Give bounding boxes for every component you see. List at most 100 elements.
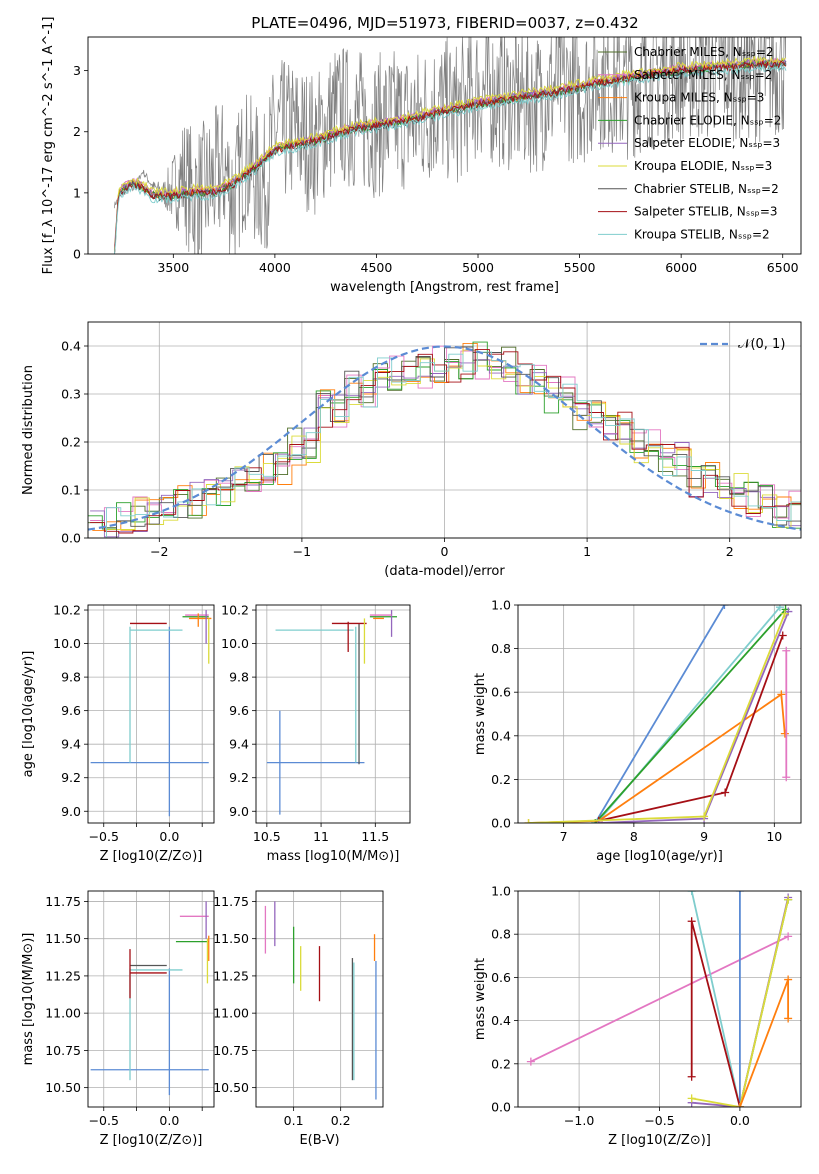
spectrum-xtick-label: 4000 [259,260,291,275]
residual-histogram-line [116,346,801,538]
spectrum-legend: Chabrier MILES, Nₛₛₚ=2 Salpeter MILES, Nₛ… [598,45,781,241]
weight-point-marker [778,631,787,640]
age-vs-mass-ytick-label: 9.8 [229,670,249,685]
residuals-ytick-label: 0.0 [61,531,81,546]
weight-point-marker [735,1103,744,1107]
legend-label: Chabrier STELIB, Nₛₛₚ=2 [634,182,779,196]
normal-curve-line [88,345,801,531]
mass-vs-Z-frame [87,890,215,1108]
weight-vs-age-ytick-label: 0.4 [491,728,511,743]
weight-vs-age-xtick-label: 8 [630,829,638,844]
weight-line [598,611,790,823]
weight-vs-Z-ytick-label: 0.0 [491,1100,511,1115]
spectrum-frame [87,36,802,255]
age-vs-mass-xlabel: mass [log10(M/M⊙)] [267,849,400,864]
age-vs-mass-plot [266,610,397,815]
age-vs-mass-ytick-label: 10.2 [221,603,249,618]
figure-title: PLATE=0496, MJD=51973, FIBERID=0037, z=0… [251,14,638,32]
spectrum-xtick-label: 5500 [564,260,596,275]
mass-vs-Z-ytick-label: 11.75 [45,894,81,909]
legend-label: Salpeter ELODIE, Nₛₛₚ=3 [634,136,780,150]
weight-line [690,891,741,1107]
spectrum-ytick-label: 1 [73,185,81,200]
age-vs-mass-ytick-label: 9.6 [229,703,249,718]
spectrum-xtick-label: 5000 [462,260,494,275]
weight-vs-Z-xtick-label: −0.5 [644,1113,674,1128]
spectrum-xtick-label: 4500 [361,260,393,275]
age-vs-mass-axes: 10.5 11 11.5 9.0 9.2 9.4 9.6 9.8 10.0 10.2 mass [l… [221,603,410,864]
spectrum-ytick-label: 0 [73,247,81,262]
mass-vs-Z-ylabel: mass [log10(M/M⊙)] [21,933,36,1066]
mass-vs-ebv-ytick-label: 10.50 [213,1080,249,1095]
residuals-xtick-label: 2 [726,544,734,559]
residuals-ytick-label: 0.3 [61,387,81,402]
weight-vs-Z-frame [517,890,802,1108]
age-vs-Z-ytick-label: 10.0 [53,636,81,651]
residuals-xtick-label: −1 [293,544,311,559]
mass-vs-Z-xlabel: Z [log10(Z/Z⊙)] [100,1133,203,1148]
weight-line [690,920,741,1107]
weight-vs-age-ytick-label: 1.0 [491,598,511,613]
mass-vs-ebv-frame [255,890,384,1108]
weight-vs-age-ylabel: mass weight [473,673,488,755]
weight-point-marker [687,1094,696,1103]
residual-histogram-line [90,349,801,534]
mass-vs-ebv-ytick-label: 10.75 [213,1043,249,1058]
age-vs-Z-xtick-label: −0.5 [89,829,119,844]
residual-histogram-line [92,342,801,531]
normal-legend-label: 𝒩(0, 1) [738,337,785,352]
weight-vs-Z-ytick-label: 0.4 [491,1013,511,1028]
mass-vs-ebv-ytick-label: 11.50 [213,931,249,946]
residuals-ytick-label: 0.4 [61,339,81,354]
weight-line [594,608,787,823]
weight-vs-Z-ytick-label: 1.0 [491,884,511,899]
age-vs-mass-ytick-label: 10.0 [221,636,249,651]
spectrum-data-line [114,37,786,254]
residuals-xtick-label: −2 [150,544,168,559]
mass-vs-Z-axes: −0.5 0.0 10.50 10.75 11.00 11.25 11.50 11.75 Z [… [21,891,214,1148]
weight-vs-age-xtick-label: 10 [766,829,782,844]
weight-point-marker [720,605,729,609]
weight-vs-Z-ytick-label: 0.6 [491,970,511,985]
weight-vs-age-ytick-label: 0.0 [491,816,511,831]
residual-histogram-line [90,359,801,538]
spectrum-axes: 3500 4000 4500 5000 5500 6000 6500 0 1 2 3 waveleng… [41,17,799,295]
weight-vs-Z-xtick-label: 0.0 [730,1113,750,1128]
mass-vs-Z-xtick-label: 0.0 [159,1113,179,1128]
mass-vs-Z-ytick-label: 11.25 [45,968,81,983]
spectrum-plot [113,37,787,254]
age-vs-Z-xlabel: Z [log10(Z/Z⊙)] [100,849,203,864]
spectrum-ylabel: Flux [f_λ 10^-17 erg cm^-2 s^-1 A^-1] [41,17,56,275]
mass-vs-Z-ytick-label: 11.50 [45,931,81,946]
weight-point-marker [735,891,744,895]
weight-vs-Z-axes: −1.0 −0.5 0.0 0.0 0.2 0.4 0.6 0.8 1.0 Z [log10(Z/… [473,884,801,1148]
spectrum-model-line [114,60,787,254]
spectrum-xtick-label: 3500 [157,260,189,275]
weight-point-marker [687,891,696,895]
age-vs-Z-ytick-label: 9.2 [61,770,81,785]
residuals-xtick-label: 1 [583,544,591,559]
weight-point-marker [780,609,789,618]
legend-label: Salpeter MILES, Nₛₛₚ=2 [634,68,772,82]
residuals-xtick-label: 0 [441,544,449,559]
weight-point-marker [700,812,709,821]
weight-vs-age-frame [517,604,802,824]
residuals-frame [87,321,802,539]
residuals-plot [88,341,801,538]
weight-point-marker [782,773,791,782]
weight-point-marker [784,975,793,984]
age-vs-Z-ylabel: age [log10(age/yr)] [21,651,36,778]
legend-label: Salpeter STELIB, Nₛₛₚ=3 [634,205,778,219]
age-vs-mass-ytick-label: 9.0 [229,804,249,819]
age-vs-Z-axes: −0.5 0.0 9.0 9.2 9.4 9.6 9.8 10.0 10.2 Z [log10(Z… [21,603,214,864]
spectrum-ytick-label: 2 [73,124,81,139]
residuals-ytick-label: 0.1 [61,483,81,498]
mass-vs-Z-ytick-label: 11.00 [45,1006,81,1021]
weight-point-marker [721,788,730,797]
age-vs-Z-ytick-label: 9.8 [61,670,81,685]
weight-vs-Z-ytick-label: 0.2 [491,1056,511,1071]
legend-label: Kroupa ELODIE, Nₛₛₚ=3 [634,159,772,173]
age-vs-Z-frame [87,604,215,824]
legend-label: Kroupa STELIB, Nₛₛₚ=2 [634,227,770,241]
